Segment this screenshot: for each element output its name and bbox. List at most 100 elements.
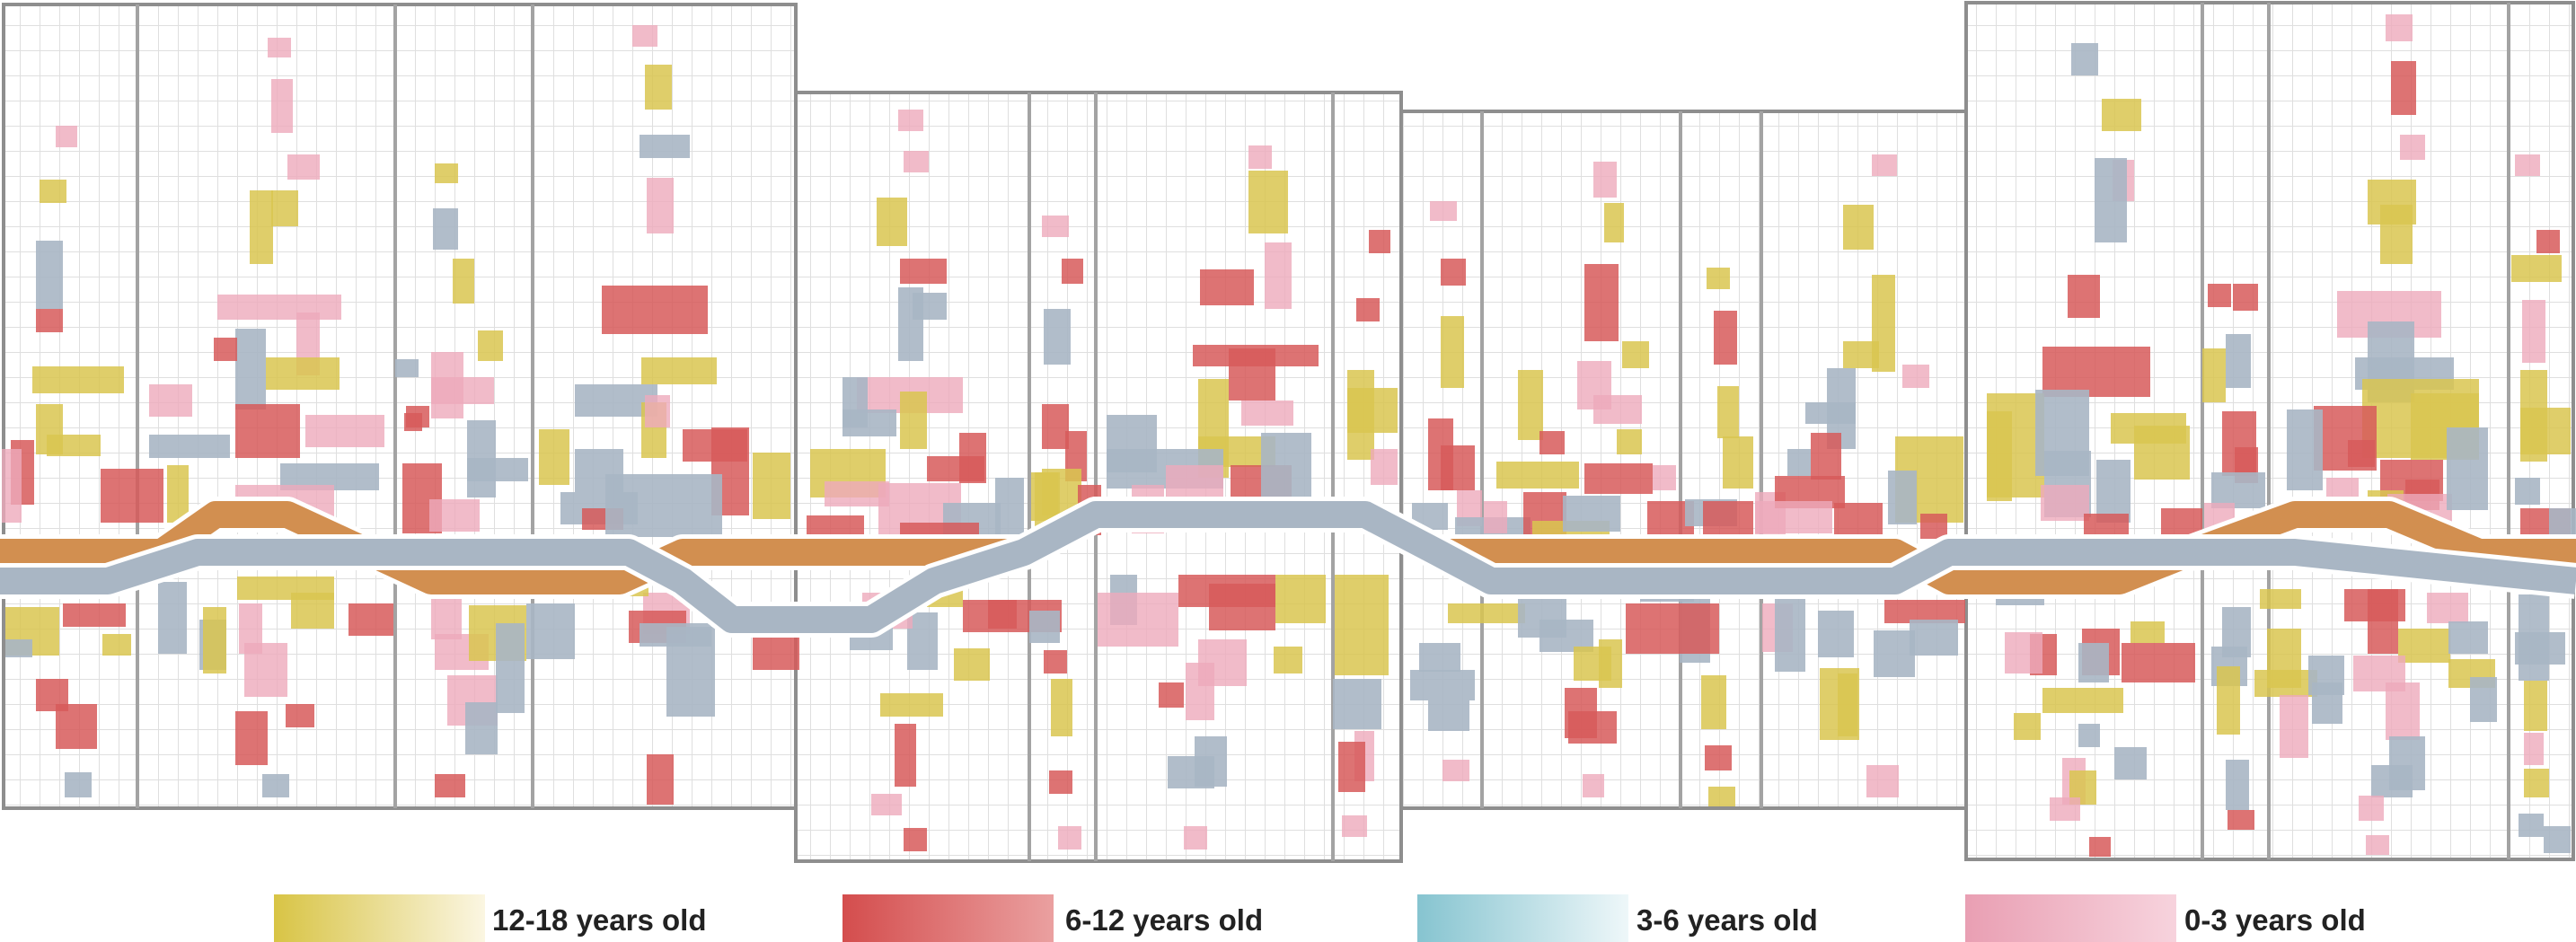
activity-block [1843, 341, 1879, 368]
activity-block [927, 456, 984, 481]
activity-block [880, 693, 943, 717]
activity-block [2089, 837, 2111, 857]
activity-block [453, 259, 474, 304]
activity-block [1568, 711, 1617, 744]
activity-block [244, 643, 287, 697]
activity-block [1563, 496, 1620, 532]
activity-block [1843, 205, 1874, 250]
activity-block [632, 25, 657, 47]
activity-block [1274, 647, 1302, 673]
activity-block [1448, 603, 1525, 623]
activity-block [1583, 774, 1604, 797]
activity-block [1200, 269, 1254, 305]
activity-block [1159, 682, 1184, 708]
activity-block [286, 704, 314, 727]
activity-block [1714, 311, 1737, 365]
activity-blocks [2, 14, 2576, 857]
activity-block [262, 774, 289, 797]
activity-block [1229, 348, 1275, 401]
activity-block [2515, 478, 2540, 505]
legend-item-infant: 0-3 years old [1965, 894, 2366, 942]
activity-block [266, 357, 340, 390]
activity-block [640, 135, 690, 158]
activity-block [1186, 663, 1214, 720]
activity-block [1884, 600, 1965, 623]
activity-block [1787, 449, 1811, 476]
activity-block [2386, 14, 2413, 41]
activity-block [2208, 284, 2231, 307]
activity-block [1062, 259, 1083, 284]
activity-block [904, 151, 929, 172]
activity-block [1775, 593, 1805, 672]
activity-block [2226, 760, 2249, 810]
activity-block [287, 154, 320, 180]
activity-block [1872, 154, 1897, 176]
activity-block [877, 198, 907, 246]
activity-block [1705, 745, 1732, 770]
activity-block [1166, 465, 1223, 501]
activity-block [2226, 334, 2251, 388]
legend-swatch-child [842, 894, 1054, 942]
activity-block [2, 449, 22, 523]
activity-block [36, 309, 63, 332]
activity-block [1604, 203, 1624, 242]
activity-block [2366, 835, 2389, 855]
activity-block [217, 295, 341, 320]
activity-block [1484, 501, 1507, 533]
activity-block [2520, 408, 2571, 454]
activity-block [647, 178, 674, 233]
activity-block [63, 603, 126, 627]
activity-block [1248, 171, 1288, 233]
legend-item-preschool: 3-6 years old [1417, 894, 1818, 942]
activity-block [2524, 769, 2549, 797]
activity-block [235, 711, 268, 765]
activity-block [2042, 688, 2123, 713]
activity-block [1920, 514, 1947, 539]
activity-block [1168, 756, 1214, 788]
activity-block [1428, 700, 1469, 731]
activity-block [641, 357, 717, 384]
activity-block [268, 38, 291, 57]
activity-block [235, 404, 300, 458]
activity-block [1347, 388, 1398, 433]
activity-block [305, 415, 384, 447]
activity-block [32, 366, 124, 393]
activity-block [467, 458, 528, 481]
activity-block [1442, 760, 1469, 781]
activity-block [842, 409, 896, 436]
activity-block [429, 499, 480, 532]
activity-block [2102, 99, 2141, 131]
activity-block [395, 359, 419, 377]
activity-block [1044, 309, 1071, 365]
activity-block [1717, 386, 1739, 438]
activity-block [900, 392, 927, 449]
activity-block [2096, 460, 2130, 523]
grid-panel-3 [1399, 110, 1968, 810]
activity-block [526, 603, 575, 659]
activity-block [36, 241, 63, 309]
activity-block [2095, 158, 2127, 242]
activity-block [435, 163, 458, 183]
activity-block [433, 208, 458, 250]
activity-block [1599, 639, 1622, 688]
activity-block [1441, 445, 1475, 490]
activity-block [1496, 462, 1579, 489]
activity-block [465, 702, 498, 754]
activity-block [1811, 433, 1841, 480]
activity-block [753, 638, 799, 670]
legend-item-teen: 12-18 years old [274, 894, 706, 942]
activity-block [1441, 259, 1466, 286]
activity-block [1874, 630, 1915, 677]
activity-block [1419, 643, 1460, 672]
activity-block [1369, 230, 1390, 253]
activity-block [2078, 643, 2109, 682]
activity-block [2359, 796, 2384, 821]
legend-label-teen: 12-18 years old [492, 903, 706, 937]
activity-block [1888, 471, 1917, 524]
legend-swatch-preschool [1417, 894, 1628, 942]
activity-block [1755, 501, 1832, 533]
activity-block [1241, 401, 1293, 426]
activity-block [645, 65, 672, 110]
activity-block [1902, 365, 1929, 388]
activity-block [235, 329, 266, 409]
